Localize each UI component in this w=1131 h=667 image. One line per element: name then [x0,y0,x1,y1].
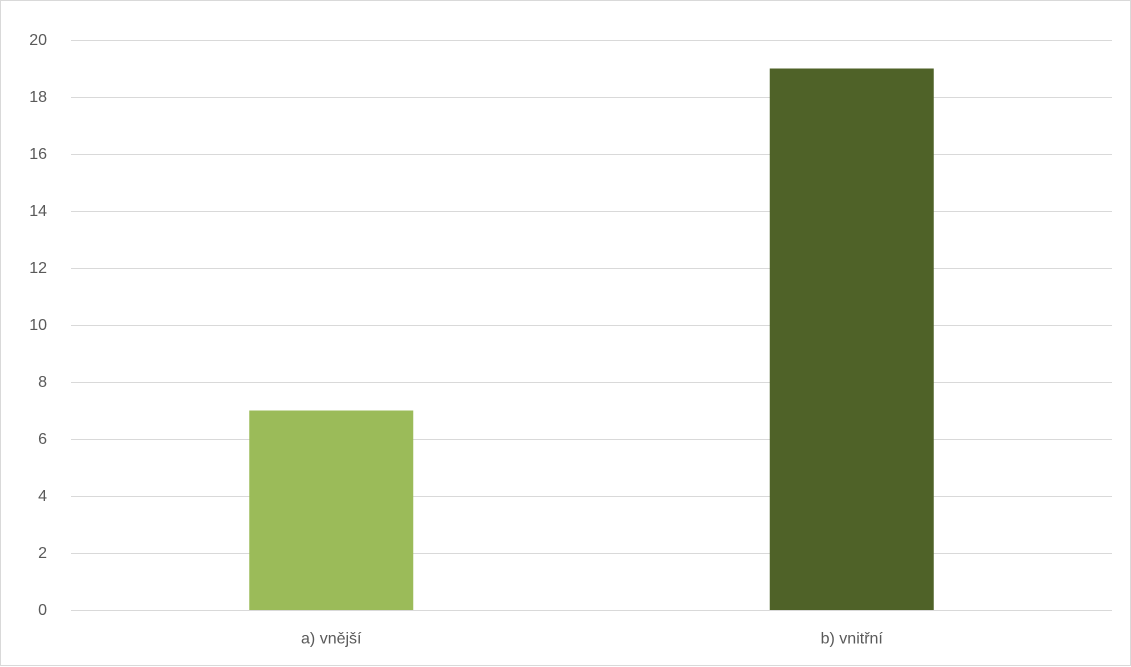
x-axis-tick-labels: a) vnější b) vnitřní [301,631,883,648]
bar [769,68,934,610]
y-tick-label: 4 [38,488,47,505]
y-tick-label: 2 [38,545,47,562]
bar [249,410,414,610]
y-tick-label: 0 [38,602,47,619]
y-tick-label: 14 [29,203,47,220]
y-tick-label: 8 [38,374,47,391]
y-tick-label: 10 [29,317,47,334]
x-tick-label: a) vnější [301,631,362,648]
bars [249,68,934,610]
x-tick-label: b) vnitřní [821,631,884,648]
y-tick-label: 18 [29,89,47,106]
y-axis-tick-labels: 0 2 4 6 8 10 12 14 16 18 20 [29,32,47,619]
y-tick-label: 12 [29,260,47,277]
y-tick-label: 20 [29,32,47,49]
gridlines [71,40,1112,554]
y-tick-label: 6 [38,431,47,448]
y-tick-label: 16 [29,146,47,163]
